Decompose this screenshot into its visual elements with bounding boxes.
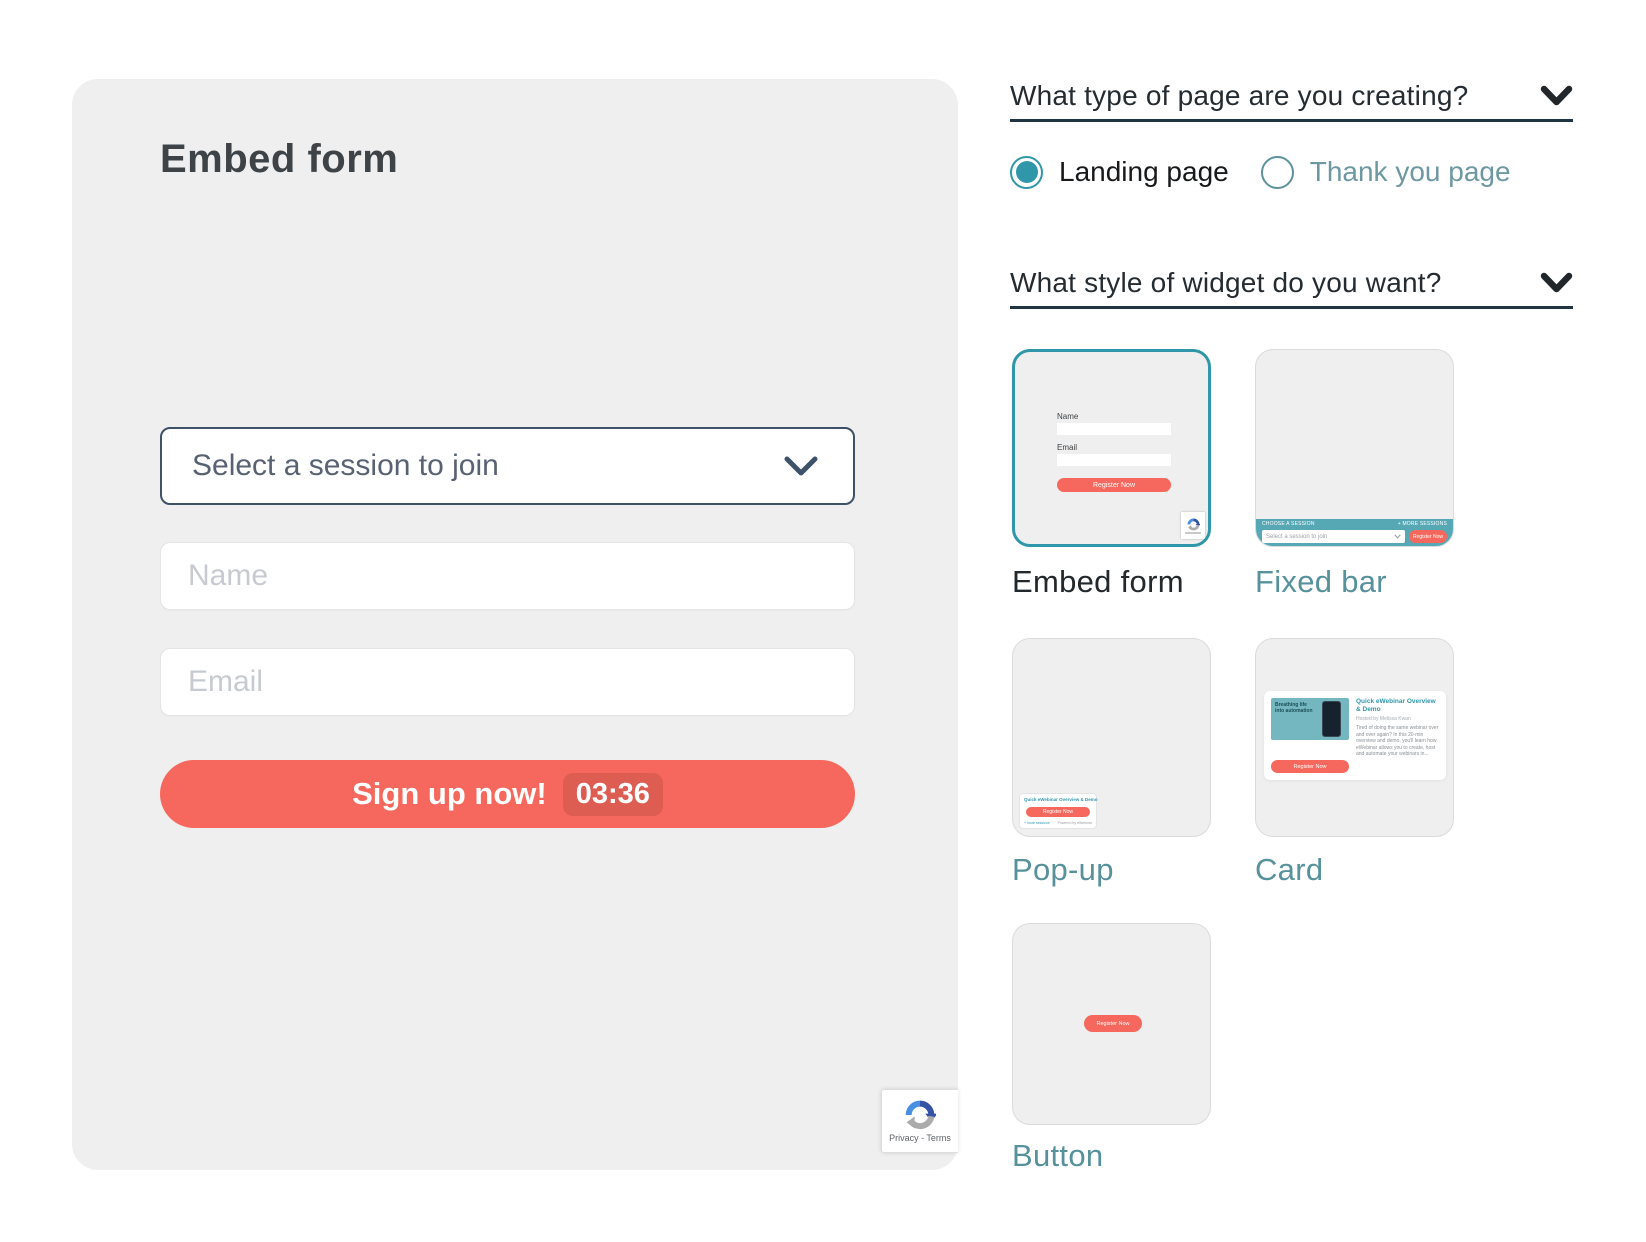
mini-card: Breathing life into automation Register … [1264, 691, 1446, 780]
mini-card-cover-image: Breathing life into automation [1271, 698, 1349, 740]
widget-option-button[interactable]: Register Now [1012, 923, 1211, 1125]
mini-register-button: Register Now [1026, 806, 1090, 817]
page-type-question: What type of page are you creating? [1010, 79, 1469, 111]
widget-label-fixed-bar: Fixed bar [1255, 564, 1387, 599]
widget-option-card[interactable]: Breathing life into automation Register … [1255, 638, 1454, 837]
widget-label-embed-form: Embed form [1012, 564, 1184, 599]
recaptcha-icon [1187, 518, 1200, 530]
widget-option-pop-up[interactable]: Quick eWebinar Overview & Demo Register … [1012, 638, 1211, 837]
recaptcha-privacy-terms: Privacy - Terms [889, 1133, 951, 1143]
preview-title: Embed form [160, 137, 399, 181]
page-type-options: Landing page Thank you page [1010, 152, 1511, 192]
mini-powered-by: Powered by eWebinar [1057, 821, 1092, 825]
widget-option-fixed-bar[interactable]: CHOOSE A SESSION + MORE SESSIONS Select … [1255, 349, 1454, 547]
session-select[interactable]: Select a session to join [160, 427, 855, 505]
widget-style-section-header: What style of widget do you want? [1010, 259, 1573, 309]
mini-register-button: Register Now [1409, 530, 1447, 543]
name-input[interactable] [160, 542, 855, 610]
email-input[interactable] [160, 648, 855, 716]
widget-option-embed-form[interactable]: Name Email Register Now [1012, 349, 1211, 547]
widget-label-button: Button [1012, 1138, 1104, 1173]
radio-landing-page-label: Landing page [1059, 156, 1229, 187]
radio-unselected-icon [1260, 155, 1294, 189]
mini-more-sessions-label: + MORE SESSIONS [1397, 521, 1447, 527]
mini-card-host: Hosted by Melissa Kwan [1356, 716, 1411, 722]
mini-session-select: Select a session to join [1262, 530, 1405, 543]
recaptcha-icon [905, 1100, 936, 1130]
mini-email-label: Email [1057, 443, 1078, 452]
recaptcha-badge[interactable]: Privacy - Terms [881, 1089, 958, 1153]
mini-name-label: Name [1057, 412, 1079, 421]
widget-style-question: What style of widget do you want? [1010, 266, 1442, 298]
mini-recaptcha-text [1185, 531, 1201, 534]
mini-register-button: Register Now [1271, 760, 1349, 773]
mini-fixed-bar: CHOOSE A SESSION + MORE SESSIONS Select … [1256, 519, 1453, 546]
session-select-placeholder: Select a session to join [192, 449, 499, 482]
page-type-collapse-button[interactable] [1540, 85, 1573, 107]
mini-more-sessions-link: + more sessions [1024, 821, 1050, 825]
mini-card-cover-title: Breathing life into automation [1275, 702, 1313, 714]
chevron-down-icon [1540, 272, 1573, 292]
chevron-down-icon [1540, 85, 1573, 105]
widget-style-collapse-button[interactable] [1540, 272, 1573, 294]
mini-popup: Quick eWebinar Overview & Demo Register … [1019, 793, 1097, 829]
widget-label-pop-up: Pop-up [1012, 852, 1114, 887]
mini-phone-graphic [1322, 701, 1341, 737]
mini-card-description: Tired of doing the same webinar over and… [1356, 725, 1439, 757]
mini-register-button: Register Now [1084, 1015, 1142, 1032]
widget-label-card: Card [1255, 852, 1324, 887]
countdown-badge: 03:36 [562, 772, 663, 816]
radio-thank-you-page-label: Thank you page [1309, 156, 1511, 187]
mini-session-select-text: Select a session to join [1266, 533, 1328, 540]
mini-popup-title: Quick eWebinar Overview & Demo [1024, 797, 1098, 802]
mini-card-title: Quick eWebinar Overview & Demo [1356, 698, 1436, 713]
embed-form-preview: Embed form Select a session to join Sign… [72, 79, 958, 1170]
mini-choose-session-label: CHOOSE A SESSION [1262, 521, 1315, 527]
radio-selected-icon [1010, 155, 1043, 189]
radio-thank-you-page[interactable]: Thank you page [1260, 155, 1511, 189]
radio-landing-page[interactable]: Landing page [1010, 155, 1229, 189]
chevron-down-icon [1394, 534, 1401, 539]
mini-email-input [1057, 454, 1171, 466]
signup-button[interactable]: Sign up now! 03:36 [160, 760, 855, 828]
mini-register-button: Register Now [1057, 478, 1171, 492]
page-type-section-header: What type of page are you creating? [1010, 72, 1573, 122]
chevron-down-icon [784, 456, 818, 476]
signup-button-label: Sign up now! [352, 776, 547, 811]
mini-recaptcha-badge [1181, 512, 1205, 539]
mini-name-input [1057, 423, 1171, 435]
